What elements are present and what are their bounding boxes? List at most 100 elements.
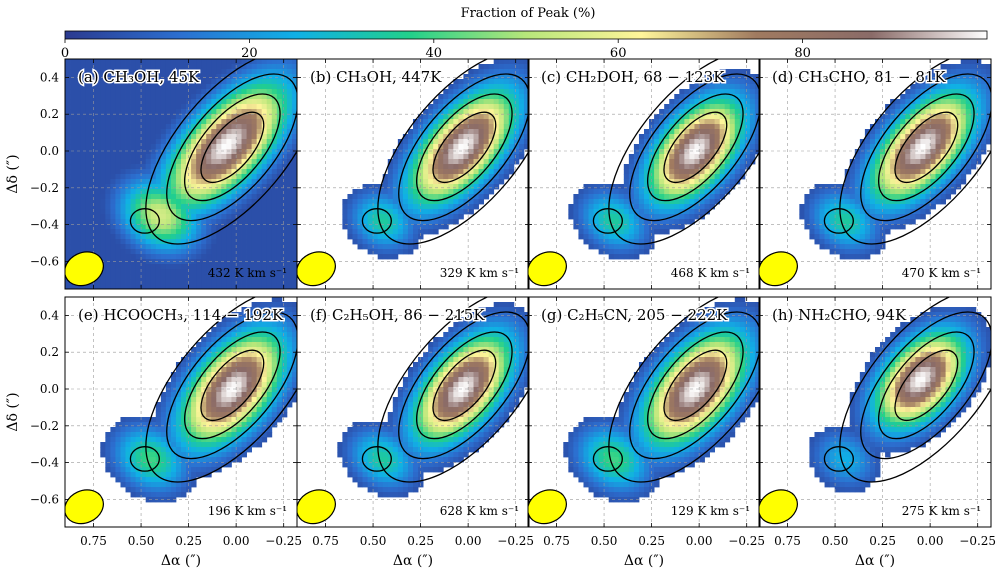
heatmap-cell <box>503 64 510 70</box>
heatmap-cell <box>160 104 167 110</box>
heatmap-cell <box>428 144 434 150</box>
heatmap-cell <box>211 69 217 75</box>
heatmap-cell <box>428 219 434 225</box>
heatmap-cell <box>659 189 665 195</box>
heatmap-cell <box>211 109 217 115</box>
heatmap-cell <box>930 109 936 115</box>
heatmap-cell <box>669 99 675 105</box>
heatmap-cell <box>664 139 670 145</box>
heatmap-cell <box>221 209 227 215</box>
heatmap-cell <box>130 229 137 235</box>
heatmap-cell <box>261 184 268 190</box>
heatmap-cell <box>150 224 157 230</box>
heatmap-cell <box>261 204 268 210</box>
heatmap-cell <box>140 284 147 289</box>
heatmap-cell <box>900 99 906 105</box>
heatmap-cell <box>754 89 760 95</box>
heatmap-cell <box>211 139 217 145</box>
heatmap-cell <box>664 224 670 230</box>
heatmap-cell <box>513 119 520 125</box>
heatmap-cell <box>276 124 283 130</box>
heatmap-cell <box>513 59 520 65</box>
heatmap-cell <box>654 169 660 175</box>
heatmap-cell <box>925 139 931 145</box>
y-tick-label: 0.0 <box>40 144 59 158</box>
heatmap-cell <box>387 219 394 225</box>
heatmap-cell <box>120 452 126 458</box>
heatmap-cell <box>150 64 157 70</box>
heatmap-cell <box>694 144 700 150</box>
heatmap-cell <box>140 139 147 145</box>
heatmap-cell <box>191 124 197 130</box>
heatmap-cell <box>940 139 947 145</box>
heatmap-cell <box>699 154 705 160</box>
heatmap-cell <box>869 184 876 190</box>
heatmap-cell <box>226 219 232 225</box>
heatmap-cell <box>644 139 650 145</box>
heatmap-cell <box>734 114 741 120</box>
heatmap-cell <box>186 144 192 150</box>
heatmap-cell <box>885 229 891 235</box>
heatmap-cell <box>286 239 293 245</box>
heatmap-cell <box>181 114 187 120</box>
heatmap-cell <box>854 244 861 250</box>
heatmap-cell <box>140 437 147 443</box>
heatmap-cell <box>844 224 851 230</box>
heatmap-cell <box>834 184 841 190</box>
heatmap-cell <box>875 154 881 160</box>
heatmap-cell <box>915 174 921 180</box>
contour-line <box>129 208 160 234</box>
heatmap-cell <box>181 249 187 255</box>
heatmap-cell <box>875 229 881 235</box>
heatmap-cell <box>115 467 121 473</box>
heatmap-cell <box>226 259 232 265</box>
heatmap-cell <box>256 114 263 120</box>
heatmap-cell <box>276 189 283 195</box>
heatmap-cell <box>150 452 157 458</box>
heatmap-cell <box>170 129 177 135</box>
heatmap-cell <box>145 417 152 423</box>
heatmap-cell <box>397 199 404 205</box>
heatmap-cell <box>221 59 227 65</box>
heatmap-cell <box>150 467 157 473</box>
heatmap-cell <box>241 114 247 120</box>
heatmap-cell <box>674 149 680 155</box>
heatmap-cell <box>905 179 911 185</box>
heatmap-cell <box>729 129 736 135</box>
heatmap-cell <box>145 432 152 438</box>
heatmap-cell <box>704 139 710 145</box>
heatmap-cell <box>186 104 192 110</box>
heatmap-cell <box>246 259 253 265</box>
heatmap-cell <box>377 214 384 220</box>
heatmap-cell <box>734 99 741 105</box>
heatmap-cell <box>684 134 690 140</box>
heatmap-cell <box>206 219 212 225</box>
heatmap-cell <box>714 194 721 200</box>
heatmap-cell <box>165 254 172 260</box>
heatmap-cell <box>503 89 510 95</box>
heatmap-cell <box>623 209 630 215</box>
heatmap-cell <box>196 124 202 130</box>
heatmap-cell <box>115 244 121 250</box>
heatmap-cell <box>719 104 726 110</box>
heatmap-cell <box>140 189 147 195</box>
heatmap-cell <box>216 164 222 170</box>
heatmap-cell <box>372 189 379 195</box>
heatmap-cell <box>392 179 399 185</box>
heatmap-cell <box>623 204 630 210</box>
heatmap-cell <box>834 224 841 230</box>
heatmap-cell <box>281 104 288 110</box>
heatmap-cell <box>864 219 871 225</box>
heatmap-cell <box>201 279 207 285</box>
heatmap-cell <box>588 234 594 240</box>
heatmap-cell <box>453 209 459 215</box>
heatmap-cell <box>256 59 263 65</box>
heatmap-cell <box>266 254 273 260</box>
heatmap-cell <box>814 194 820 200</box>
heatmap-cell <box>256 254 263 260</box>
heatmap-cell <box>80 194 86 200</box>
heatmap-cell <box>849 219 856 225</box>
heatmap-cell <box>804 209 810 215</box>
heatmap-cell <box>970 84 977 90</box>
heatmap-cell <box>573 204 579 210</box>
